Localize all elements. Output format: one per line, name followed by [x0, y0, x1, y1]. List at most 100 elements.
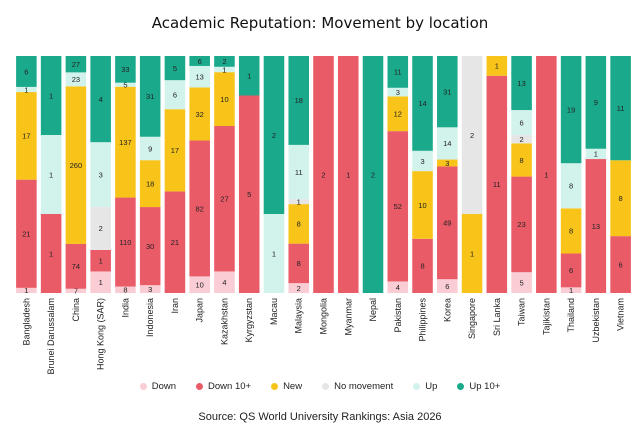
data-label: 11 [394, 68, 402, 77]
x-tick-label: Japan [195, 298, 205, 323]
data-label: 6 [173, 90, 177, 99]
data-label: 2 [99, 224, 103, 233]
data-label: 1 [346, 170, 350, 179]
x-tick-label: Vietnam [616, 298, 626, 331]
bar-segment [65, 243, 87, 289]
data-label: 10 [220, 95, 228, 104]
data-label: 2 [272, 131, 276, 140]
bar-segment [90, 271, 111, 293]
data-label: 82 [196, 204, 204, 213]
bar-segment [511, 272, 532, 293]
data-label: 11 [493, 180, 501, 189]
x-tick-label: Tajikistan [541, 298, 551, 335]
data-label: 33 [121, 65, 129, 74]
data-label: 11 [295, 168, 303, 177]
bar-segment [313, 56, 334, 293]
data-label: 8 [297, 220, 301, 229]
data-label: 2 [222, 57, 226, 66]
data-label: 2 [321, 170, 325, 179]
bar-segment [90, 249, 111, 272]
bar-segment [585, 159, 607, 293]
bar-segment [437, 166, 458, 280]
legend-label: Down 10+ [208, 381, 252, 392]
bar-segment [560, 287, 582, 293]
x-tick-label: Myanmar [343, 298, 353, 336]
bar-segment [437, 279, 458, 293]
data-label: 14 [443, 139, 451, 148]
legend-swatch [139, 383, 147, 390]
bar-segment [214, 66, 235, 73]
data-label: 1 [470, 249, 474, 258]
data-label: 1 [569, 286, 573, 295]
data-label: 5 [173, 64, 177, 73]
x-tick-label: Taiwan [517, 298, 527, 326]
data-label: 6 [24, 67, 28, 76]
bar-segment [362, 56, 384, 293]
bar-segment [238, 56, 260, 96]
data-label: 1 [544, 170, 548, 179]
data-label: 2 [371, 170, 375, 179]
bar-segment [511, 143, 532, 177]
data-label: 12 [394, 110, 402, 119]
legend-label: Up [425, 381, 438, 392]
data-label: 31 [146, 92, 154, 101]
bar-segment [40, 56, 62, 135]
data-label: 1 [24, 286, 28, 295]
bar-segment [412, 56, 433, 151]
data-label: 21 [22, 230, 30, 239]
legend-item: No movement [322, 381, 393, 392]
bar-segment [115, 82, 136, 87]
bar-segment [16, 179, 37, 288]
bar-segment [387, 96, 409, 132]
data-label: 10 [196, 281, 204, 290]
legend-item: Up [413, 381, 437, 392]
source-note: Source: QS World University Rankings: As… [198, 411, 442, 423]
data-label: 8 [297, 259, 301, 268]
bar-segment [486, 75, 508, 293]
data-label: 1 [222, 65, 226, 74]
data-label: 9 [594, 98, 598, 107]
data-label: 1 [49, 91, 53, 100]
data-label: 5 [519, 278, 523, 287]
data-label: 8 [619, 194, 623, 203]
x-tick-label: Brunei Darussalam [46, 298, 56, 375]
bar-segment [16, 92, 37, 180]
bar-segment [263, 56, 285, 214]
x-tick-label: Kazakhstan [219, 298, 229, 345]
data-label: 3 [396, 88, 400, 97]
legend-item: New [271, 381, 302, 392]
bar-segment [65, 72, 87, 87]
data-label: 6 [619, 260, 623, 269]
data-label: 6 [569, 266, 573, 275]
bar-segment [263, 214, 285, 293]
data-label: 1 [495, 62, 499, 71]
x-tick-label: China [71, 298, 81, 322]
data-label: 18 [146, 179, 154, 188]
bar-segment [238, 95, 260, 293]
bar-segment [214, 271, 235, 293]
data-label: 21 [171, 238, 179, 247]
bar-segment [560, 253, 582, 288]
bar-segment [585, 56, 607, 149]
bar-segment [585, 148, 607, 160]
data-label: 30 [146, 242, 154, 251]
data-label: 1 [297, 197, 301, 206]
bar-segment [164, 80, 186, 110]
bar-segment [115, 56, 136, 83]
bar-segment [288, 144, 310, 200]
bar-segment [387, 56, 409, 88]
data-label: 1 [594, 150, 598, 159]
data-label: 3 [99, 170, 103, 179]
data-label: 1 [272, 249, 276, 258]
legend-swatch [413, 383, 421, 390]
bar-segment [437, 127, 458, 160]
chart-title: Academic Reputation: Movement by locatio… [151, 14, 489, 32]
legend-item: Down 10+ [196, 381, 251, 392]
legend-label: New [283, 381, 303, 392]
bar-segment [387, 87, 409, 97]
x-tick-label: India [120, 298, 130, 318]
bar-segment [387, 281, 409, 293]
data-label: 13 [517, 79, 525, 88]
